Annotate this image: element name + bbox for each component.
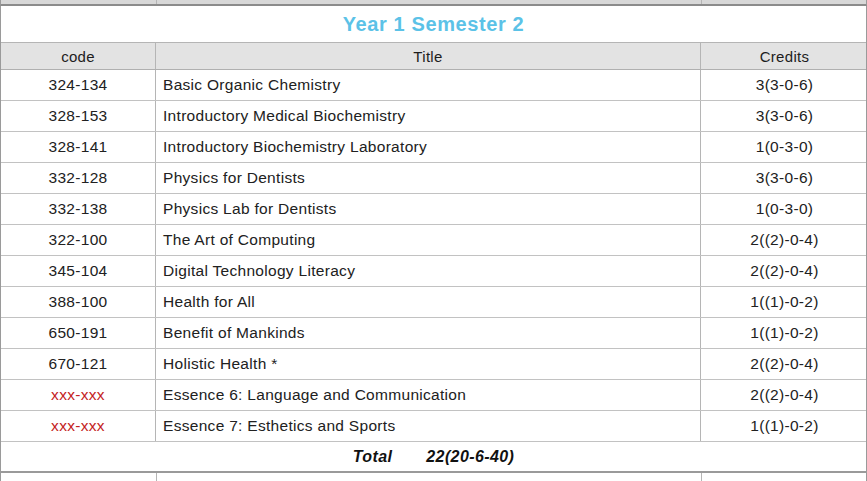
course-code-cell: 650-191 bbox=[1, 318, 156, 348]
column-divider bbox=[156, 0, 157, 4]
course-title-cell: Physics Lab for Dentists bbox=[156, 194, 701, 224]
column-header-title: Title bbox=[156, 43, 701, 69]
table-row: 345-104 Digital Technology Literacy 2((2… bbox=[1, 256, 866, 287]
course-title-cell: Benefit of Mankinds bbox=[156, 318, 701, 348]
course-credits-cell: 3(3-0-6) bbox=[701, 163, 867, 193]
table-row: 332-138 Physics Lab for Dentists 1(0-3-0… bbox=[1, 194, 866, 225]
course-credits-cell: 2((2)-0-4) bbox=[701, 225, 867, 255]
total-credits-value: 22(20-6-40) bbox=[426, 448, 514, 466]
table-row: 328-141 Introductory Biochemistry Labora… bbox=[1, 132, 866, 163]
course-title-cell: Essence 7: Esthetics and Sports bbox=[156, 411, 701, 441]
course-title-cell: The Art of Computing bbox=[156, 225, 701, 255]
course-code-cell: 670-121 bbox=[1, 349, 156, 379]
course-code-cell: 345-104 bbox=[1, 256, 156, 286]
course-title-cell: Holistic Health * bbox=[156, 349, 701, 379]
table-title-row: Year 1 Semester 2 bbox=[1, 6, 866, 43]
course-code-cell: xxx-xxx bbox=[1, 411, 156, 441]
table-row: 670-121 Holistic Health * 2((2)-0-4) bbox=[1, 349, 866, 380]
table-row: xxx-xxx Essence 7: Esthetics and Sports … bbox=[1, 411, 866, 442]
course-credits-cell: 2((2)-0-4) bbox=[701, 349, 867, 379]
course-credits-cell: 2((2)-0-4) bbox=[701, 256, 867, 286]
course-credits-cell: 1(0-3-0) bbox=[701, 132, 867, 162]
course-credits-cell: 2((2)-0-4) bbox=[701, 380, 867, 410]
course-credits-cell: 1((1)-0-2) bbox=[701, 287, 867, 317]
course-title-cell: Introductory Medical Biochemistry bbox=[156, 101, 701, 131]
course-title-cell: Health for All bbox=[156, 287, 701, 317]
course-title-cell: Essence 6: Language and Communication bbox=[156, 380, 701, 410]
table-row: xxx-xxx Essence 6: Language and Communic… bbox=[1, 380, 866, 411]
course-code-cell: 332-138 bbox=[1, 194, 156, 224]
column-header-code: code bbox=[1, 43, 156, 69]
table-header-row: code Title Credits bbox=[1, 43, 866, 70]
table-body: 324-134 Basic Organic Chemistry 3(3-0-6)… bbox=[1, 70, 866, 442]
course-code-cell: 332-128 bbox=[1, 163, 156, 193]
course-credits-cell: 1((1)-0-2) bbox=[701, 411, 867, 441]
total-row: Total 22(20-6-40) bbox=[1, 442, 866, 472]
table-row: 324-134 Basic Organic Chemistry 3(3-0-6) bbox=[1, 70, 866, 101]
table-row: 322-100 The Art of Computing 2((2)-0-4) bbox=[1, 225, 866, 256]
next-table-sliver bbox=[0, 472, 867, 481]
course-code-cell: 324-134 bbox=[1, 70, 156, 100]
page-title: Year 1 Semester 2 bbox=[343, 13, 524, 36]
course-title-cell: Physics for Dentists bbox=[156, 163, 701, 193]
course-title-cell: Basic Organic Chemistry bbox=[156, 70, 701, 100]
course-credits-cell: 1(0-3-0) bbox=[701, 194, 867, 224]
column-divider bbox=[701, 473, 702, 481]
table-row: 328-153 Introductory Medical Biochemistr… bbox=[1, 101, 866, 132]
course-code-cell: xxx-xxx bbox=[1, 380, 156, 410]
course-code-cell: 322-100 bbox=[1, 225, 156, 255]
course-credits-cell: 3(3-0-6) bbox=[701, 101, 867, 131]
semester-course-table: Year 1 Semester 2 code Title Credits 324… bbox=[0, 6, 867, 472]
course-code-cell: 388-100 bbox=[1, 287, 156, 317]
curriculum-page: Year 1 Semester 2 code Title Credits 324… bbox=[0, 0, 867, 481]
total-label: Total bbox=[353, 448, 393, 466]
course-code-cell: 328-153 bbox=[1, 101, 156, 131]
column-header-credits: Credits bbox=[701, 43, 867, 69]
course-credits-cell: 3(3-0-6) bbox=[701, 70, 867, 100]
column-divider bbox=[156, 473, 157, 481]
course-credits-cell: 1((1)-0-2) bbox=[701, 318, 867, 348]
column-divider bbox=[701, 0, 702, 4]
previous-table-sliver bbox=[0, 0, 867, 6]
course-code-cell: 328-141 bbox=[1, 132, 156, 162]
course-title-cell: Digital Technology Literacy bbox=[156, 256, 701, 286]
table-row: 388-100 Health for All 1((1)-0-2) bbox=[1, 287, 866, 318]
table-row: 650-191 Benefit of Mankinds 1((1)-0-2) bbox=[1, 318, 866, 349]
table-row: 332-128 Physics for Dentists 3(3-0-6) bbox=[1, 163, 866, 194]
course-title-cell: Introductory Biochemistry Laboratory bbox=[156, 132, 701, 162]
